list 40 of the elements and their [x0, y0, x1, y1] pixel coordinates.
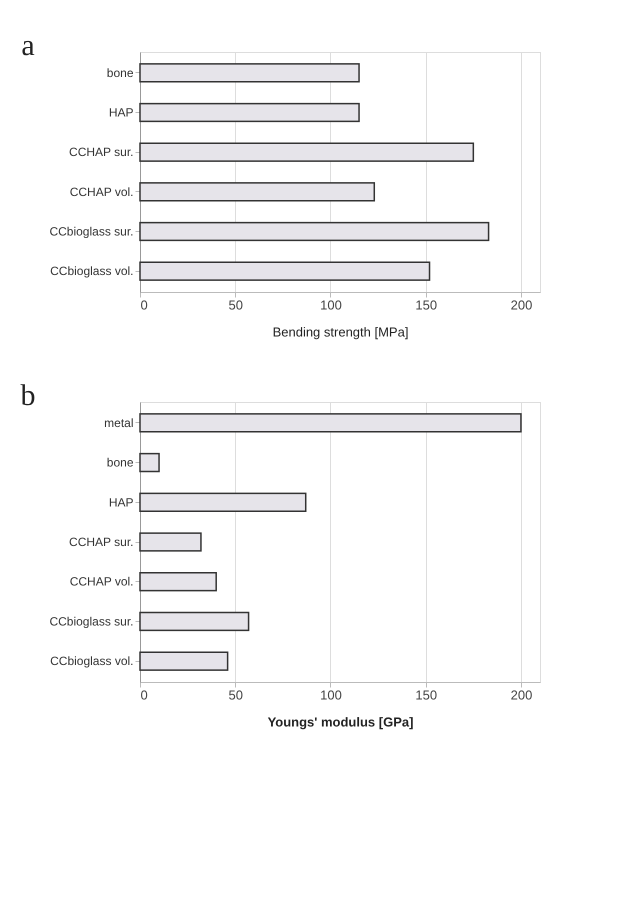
y-tick-label: bone: [106, 66, 134, 80]
x-tick-label: 200: [510, 688, 532, 702]
bar: [139, 612, 250, 632]
bar: [139, 651, 228, 671]
x-tick-label: 150: [415, 688, 438, 702]
bar: [139, 182, 376, 202]
bar: [139, 532, 202, 552]
text: b: [20, 379, 36, 412]
x-tick-label: 100: [320, 688, 342, 702]
bar: [139, 102, 360, 122]
x-axis-title: Bending strength [MPa]: [272, 324, 408, 340]
bar: [139, 452, 160, 472]
bar: [139, 142, 474, 162]
x-tick-label: 0: [140, 298, 148, 312]
y-tick-label: CCHAP sur.: [69, 145, 134, 160]
x-tick-label: 200: [510, 298, 532, 312]
bar: [139, 63, 360, 82]
x-tick-label: 150: [415, 298, 438, 312]
x-tick-label: 0: [140, 688, 148, 702]
y-tick-label: CCHAP sur.: [69, 535, 134, 549]
y-tick-label: HAP: [108, 495, 134, 510]
y-tick-label: CCHAP vol.: [70, 184, 134, 199]
y-tick-label: HAP: [108, 105, 134, 120]
bar: [139, 262, 430, 281]
text: a: [21, 29, 35, 62]
x-tick-label: 50: [228, 688, 243, 702]
y-tick-label: CCbioglass vol.: [50, 654, 134, 668]
y-tick-label: CCbioglass vol.: [50, 264, 134, 278]
bar: [139, 492, 306, 512]
y-tick-label: bone: [106, 456, 134, 470]
bar: [139, 572, 217, 592]
x-tick-label: 100: [320, 298, 342, 312]
x-tick-label: 50: [228, 298, 243, 312]
bar: [139, 222, 490, 242]
y-tick-label: metal: [104, 416, 134, 430]
y-tick-label: CCbioglass sur.: [49, 224, 134, 239]
y-tick-label: CCbioglass sur.: [49, 614, 134, 628]
x-axis-title: Youngs' modulus [GPa]: [268, 714, 414, 730]
y-tick-label: CCHAP vol.: [70, 574, 134, 589]
bar: [139, 413, 522, 433]
